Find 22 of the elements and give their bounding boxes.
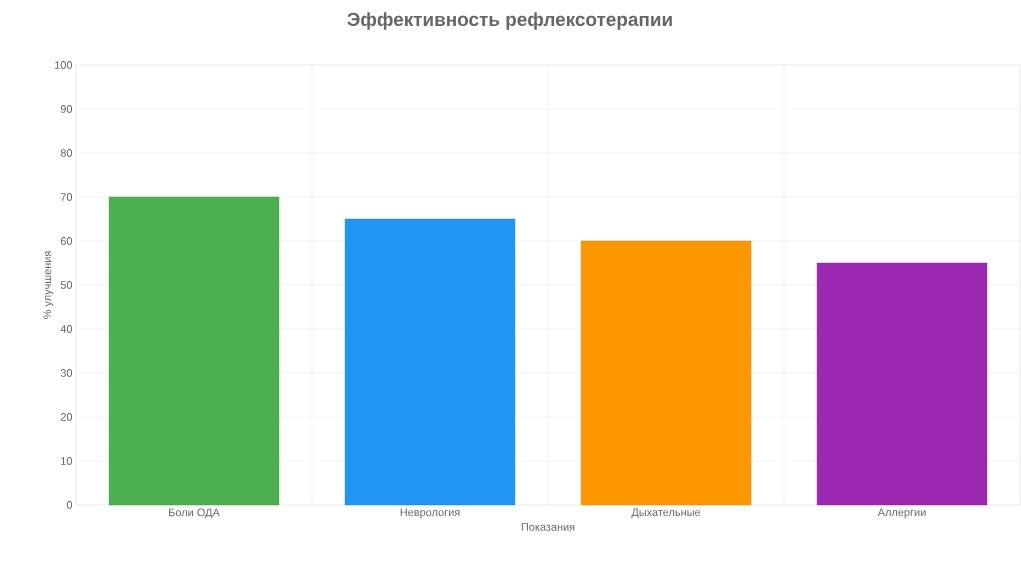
y-tick-label: 90	[60, 105, 73, 113]
y-tick-label: 60	[60, 237, 73, 245]
y-tick-label: 20	[60, 413, 73, 421]
bar	[344, 218, 516, 506]
x-tick-label: Дыхательные	[631, 508, 701, 519]
y-tick-label: 10	[61, 457, 73, 465]
y-tick-label: 0	[66, 501, 73, 509]
x-axis-title: Показания	[521, 523, 575, 531]
y-axis-title: % улучшения	[43, 251, 54, 319]
y-tick-label: 80	[60, 149, 73, 157]
y-tick-label: 100	[55, 61, 73, 69]
bar	[580, 240, 752, 506]
x-tick-label: Аллергии	[877, 508, 926, 519]
y-tick-label: 50	[60, 281, 73, 289]
y-tick-label: 70	[60, 193, 73, 201]
y-tick-label: 30	[60, 369, 73, 377]
bar	[816, 262, 988, 506]
y-tick-label: 40	[60, 325, 73, 333]
bar	[108, 196, 280, 506]
chart-title: Эффективность рефлексотерапии	[347, 12, 672, 30]
x-tick-label: Боли ОДА	[169, 508, 220, 519]
x-tick-label: Неврология	[400, 508, 460, 519]
